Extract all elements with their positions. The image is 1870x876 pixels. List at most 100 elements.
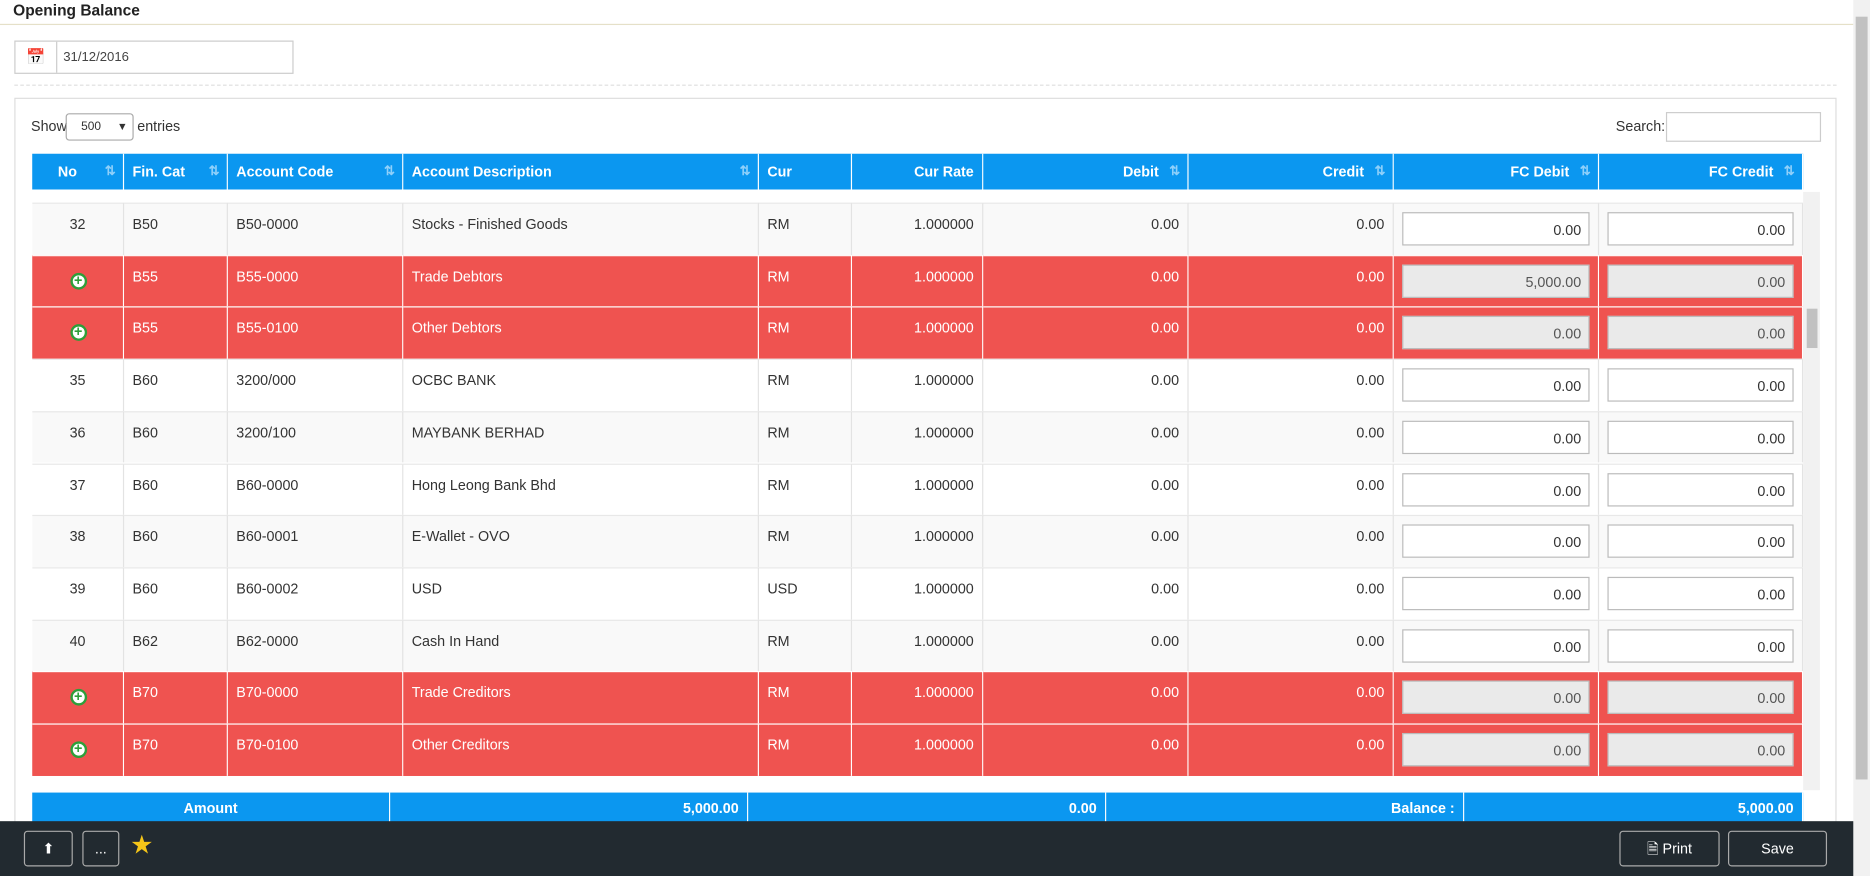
fc-debit-input: 0.00 (1402, 316, 1590, 350)
fin-cat-cell: B55 (124, 306, 228, 359)
page-size-select[interactable]: 500 ▼ (65, 113, 134, 141)
expand-icon[interactable]: + (69, 272, 87, 290)
description-cell: Trade Debtors (403, 254, 759, 307)
fc-credit-input[interactable]: 0.00 (1607, 524, 1794, 559)
table-cell: 0.00 (1599, 567, 1804, 620)
debit-cell: 0.00 (983, 202, 1189, 255)
sort-icon[interactable]: ⇅ (1783, 164, 1795, 179)
expand-icon[interactable]: + (69, 324, 87, 342)
scroll-thumb[interactable] (1806, 308, 1818, 349)
column-header[interactable]: FC Debit ⇅ (1393, 153, 1600, 190)
fin-cat-cell: B60 (124, 515, 228, 568)
table-cell: 0.00 (1393, 202, 1600, 255)
fc-credit-input[interactable]: 0.00 (1607, 576, 1794, 611)
page-scrollbar[interactable] (1853, 0, 1870, 876)
page-title: Opening Balance (13, 1, 140, 20)
credit-cell: 0.00 (1188, 306, 1394, 359)
cur-rate-cell: 1.000000 (852, 202, 984, 255)
cur-cell: RM (758, 202, 853, 255)
table-scrollbar[interactable] (1803, 191, 1820, 791)
credit-cell: 0.00 (1188, 254, 1394, 307)
description-cell: MAYBANK BERHAD (403, 410, 759, 464)
fin-cat-cell: B70 (124, 723, 228, 776)
save-button[interactable]: Save (1727, 830, 1828, 867)
column-header[interactable]: Account Code ⇅ (227, 153, 404, 190)
fc-debit-input[interactable]: 0.00 (1402, 472, 1590, 506)
table-cell: 0.00 (1393, 358, 1600, 411)
cur-rate-cell: 1.000000 (852, 254, 984, 307)
fc-credit-input[interactable]: 0.00 (1607, 368, 1794, 402)
fc-debit-input: 0.00 (1402, 732, 1590, 767)
scroll-top-button[interactable]: ⬆ (23, 830, 73, 867)
sort-icon[interactable]: ⇅ (1374, 164, 1386, 179)
debit-cell: 0.00 (983, 306, 1189, 359)
fc-credit-input[interactable]: 0.00 (1607, 472, 1794, 506)
expand-icon[interactable]: + (69, 689, 87, 706)
debit-cell: 0.00 (983, 567, 1189, 620)
sort-icon[interactable]: ⇅ (1169, 164, 1181, 179)
search-label: Search: (1615, 117, 1666, 135)
credit-cell: 0.00 (1188, 723, 1394, 776)
fc-debit-input[interactable]: 0.00 (1402, 576, 1590, 611)
description-cell: Other Debtors (403, 306, 759, 359)
code-cell: 3200/000 (227, 358, 404, 411)
cur-rate-cell: 1.000000 (852, 463, 984, 516)
fc-debit-input[interactable]: 0.00 (1402, 212, 1590, 246)
expand-icon[interactable]: + (69, 741, 87, 759)
code-cell: B70-0000 (227, 671, 404, 724)
sort-icon[interactable]: ⇅ (1579, 164, 1591, 179)
search-input[interactable] (1665, 112, 1822, 142)
cur-cell: RM (758, 463, 853, 516)
debit-cell: 0.00 (983, 254, 1189, 307)
more-button[interactable]: ... (82, 830, 120, 867)
cur-cell: RM (758, 515, 853, 568)
fc-debit-input: 5,000.00 (1402, 264, 1590, 298)
code-cell: 3200/100 (227, 410, 404, 464)
fin-cat-cell: B62 (124, 619, 228, 672)
fc-credit-input[interactable]: 0.00 (1607, 212, 1794, 246)
column-header[interactable]: No ⇅ (32, 153, 125, 190)
credit-cell: 0.00 (1188, 463, 1394, 516)
description-cell: OCBC BANK (403, 358, 759, 411)
divider (0, 23, 1854, 26)
fc-credit-input: 0.00 (1607, 316, 1794, 350)
no-cell: 35 (32, 358, 125, 411)
footer-balance-label: Balance : (1106, 792, 1465, 824)
code-cell: B55-0000 (227, 254, 404, 307)
column-header[interactable]: FC Credit ⇅ (1599, 153, 1804, 190)
sort-icon[interactable]: ⇅ (384, 164, 396, 179)
table-cell: + (32, 306, 125, 359)
column-header[interactable]: Credit ⇅ (1188, 153, 1394, 190)
table-cell: 0.00 (1393, 671, 1600, 724)
cur-rate-cell: 1.000000 (852, 567, 984, 620)
fc-debit-input[interactable]: 0.00 (1402, 368, 1590, 402)
footer-credit-total: 0.00 (748, 792, 1107, 824)
fc-debit-input[interactable]: 0.00 (1402, 628, 1590, 663)
table-cell: 0.00 (1393, 463, 1600, 516)
column-header[interactable]: Account Description ⇅ (403, 153, 759, 190)
print-button[interactable]: 🗎 Print (1619, 830, 1720, 867)
sort-icon[interactable]: ⇅ (739, 164, 751, 179)
table-cell: + (32, 254, 125, 307)
column-header[interactable]: Fin. Cat ⇅ (124, 153, 228, 190)
fc-debit-input[interactable]: 0.00 (1402, 420, 1590, 454)
code-cell: B60-0002 (227, 567, 404, 620)
fc-credit-input[interactable]: 0.00 (1607, 420, 1794, 454)
column-header[interactable]: Cur Rate (852, 153, 984, 190)
cur-rate-cell: 1.000000 (852, 358, 984, 411)
cur-rate-cell: 1.000000 (852, 723, 984, 776)
action-bar: ⬆ ... ★ 🗎 Print Save (0, 821, 1854, 876)
cur-cell: RM (758, 723, 853, 776)
fc-credit-input[interactable]: 0.00 (1607, 628, 1794, 663)
cur-cell: RM (758, 671, 853, 724)
date-picker[interactable]: 📅 31/12/2016 (14, 40, 294, 74)
sort-icon[interactable]: ⇅ (104, 164, 116, 179)
favorite-icon[interactable]: ★ (130, 829, 154, 860)
column-header[interactable]: Cur (758, 153, 853, 190)
sort-icon[interactable]: ⇅ (208, 164, 220, 179)
column-header[interactable]: Debit ⇅ (983, 153, 1189, 190)
fc-debit-input[interactable]: 0.00 (1402, 524, 1590, 559)
scroll-thumb[interactable] (1855, 16, 1868, 780)
